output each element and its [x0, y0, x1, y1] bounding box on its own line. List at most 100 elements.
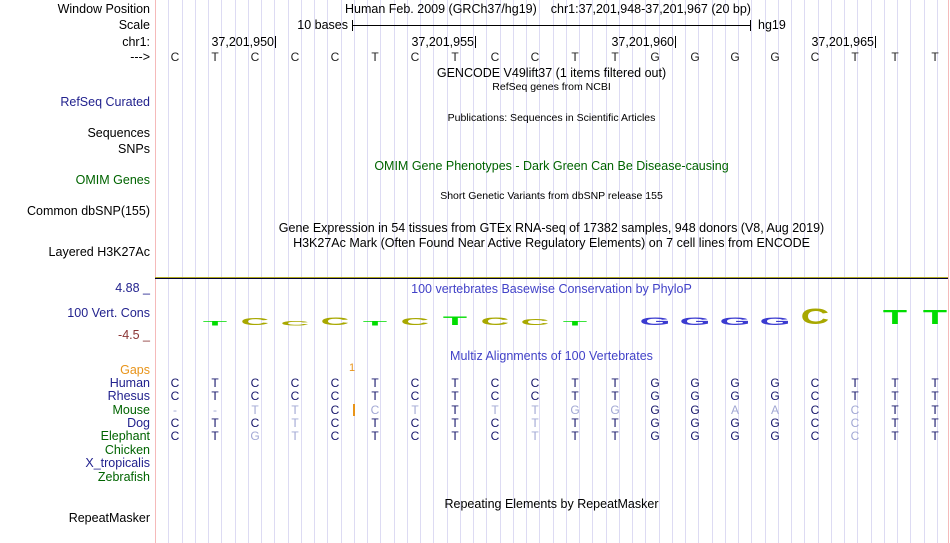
- guideline: [592, 0, 594, 543]
- alignment-base: T: [571, 429, 579, 443]
- alignment-base: C: [810, 416, 820, 430]
- guideline: [406, 0, 408, 543]
- track-title-repeatmasker[interactable]: Repeating Elements by RepeatMasker: [444, 497, 659, 511]
- alignment-row-label-elephant[interactable]: Elephant: [100, 429, 150, 443]
- alignment-base: T: [851, 376, 859, 390]
- alignment-base: T: [891, 389, 899, 403]
- guideline: [923, 0, 925, 543]
- phylop-logo-letter: T: [202, 319, 228, 327]
- reference-base: G: [690, 50, 700, 64]
- reference-base: T: [211, 50, 219, 64]
- track-label-100-vert-cons[interactable]: 100 Vert. Cons: [67, 306, 150, 320]
- alignment-row-label-chicken[interactable]: Chicken: [104, 443, 150, 457]
- guideline: [261, 0, 262, 543]
- alignment-base: -: [213, 403, 217, 417]
- guideline: [738, 0, 739, 543]
- alignment-row-label-mouse[interactable]: Mouse: [112, 403, 150, 417]
- phylop-logo-letter: G: [679, 315, 711, 328]
- guideline: [897, 0, 898, 543]
- alignment-base: T: [371, 429, 379, 443]
- alignment-row-label-dog[interactable]: Dog: [127, 416, 150, 430]
- alignment-base: T: [891, 376, 899, 390]
- alignment-base: T: [451, 376, 459, 390]
- guideline: [883, 0, 885, 543]
- guideline: [910, 0, 912, 543]
- alignment-base: T: [931, 416, 939, 430]
- guideline: [857, 0, 859, 543]
- alignment-base: G: [770, 376, 780, 390]
- track-label-layered-h3k27ac[interactable]: Layered H3K27Ac: [48, 245, 150, 259]
- guideline: [671, 0, 673, 543]
- track-label-repeatmasker[interactable]: RepeatMasker: [68, 511, 150, 525]
- track-label-sequences[interactable]: Sequences: [87, 126, 150, 140]
- track-left-border: [155, 0, 156, 543]
- guideline: [579, 0, 580, 543]
- reference-base: C: [290, 50, 300, 64]
- alignment-base: C: [330, 389, 340, 403]
- reference-base: C: [530, 50, 540, 64]
- track-title-dbsnp[interactable]: Short Genetic Variants from dbSNP releas…: [440, 190, 663, 202]
- gap-insert-count: 1: [349, 362, 356, 374]
- guideline: [247, 0, 249, 543]
- reference-base: G: [770, 50, 780, 64]
- guideline: [446, 0, 448, 543]
- alignment-base: T: [211, 429, 219, 443]
- alignment-base: T: [931, 403, 939, 417]
- reference-base: T: [571, 50, 579, 64]
- guideline: [367, 0, 368, 543]
- track-title-multiz[interactable]: Multiz Alignments of 100 Vertebrates: [450, 349, 653, 363]
- track-title-gencode[interactable]: GENCODE V49lift37 (1 items filtered out): [436, 66, 667, 80]
- guideline: [565, 0, 567, 543]
- reference-base: G: [650, 50, 660, 64]
- alignment-base: T: [251, 403, 259, 417]
- track-label-omim-genes[interactable]: OMIM Genes: [75, 173, 150, 187]
- alignment-row-label-rhesus[interactable]: Rhesus: [107, 389, 150, 403]
- alignment-base: G: [690, 403, 700, 417]
- track-right-border: [948, 0, 949, 543]
- track-title-h3k27ac[interactable]: H3K27Ac Mark (Often Found Near Active Re…: [293, 236, 810, 250]
- guideline: [539, 0, 541, 543]
- guideline: [724, 0, 726, 543]
- alignment-base: -: [173, 403, 177, 417]
- alignment-base: C: [850, 429, 860, 443]
- guideline: [844, 0, 845, 543]
- track-label-refseq-curated[interactable]: RefSeq Curated: [60, 95, 150, 109]
- track-title-refseq[interactable]: RefSeq genes from NCBI: [492, 81, 611, 93]
- scale-bar-label: 10 bases: [297, 18, 348, 32]
- guideline: [168, 0, 170, 543]
- alignment-base: G: [770, 416, 780, 430]
- alignment-base: G: [610, 403, 620, 417]
- window-position-label: Window Position: [57, 2, 150, 16]
- alignment-base: T: [211, 416, 219, 430]
- track-title-omim[interactable]: OMIM Gene Phenotypes - Dark Green Can Be…: [374, 159, 729, 173]
- alignment-base: T: [931, 376, 939, 390]
- alignment-row-label-x-tropicalis[interactable]: X_tropicalis: [85, 456, 150, 470]
- alignment-base: G: [690, 389, 700, 403]
- track-title-phylop[interactable]: 100 vertebrates Basewise Conservation by…: [411, 282, 692, 296]
- alignment-base: T: [371, 416, 379, 430]
- guideline: [274, 0, 276, 543]
- track-title-gtex[interactable]: Gene Expression in 54 tissues from GTEx …: [278, 221, 825, 235]
- alignment-base: G: [570, 403, 580, 417]
- alignment-base: G: [650, 429, 660, 443]
- alignment-base: C: [490, 376, 500, 390]
- track-title-publications[interactable]: Publications: Sequences in Scientific Ar…: [447, 112, 656, 124]
- guideline: [194, 0, 196, 543]
- guideline: [526, 0, 527, 543]
- phylop-logo-letter: G: [759, 315, 791, 328]
- alignment-row-label-gaps[interactable]: Gaps: [120, 363, 150, 377]
- scale-bar-left-tick: [352, 20, 353, 31]
- track-label-snps[interactable]: SNPs: [118, 142, 150, 156]
- alignment-base: T: [411, 403, 419, 417]
- track-label-common-dbsnp[interactable]: Common dbSNP(155): [27, 204, 150, 218]
- guideline: [327, 0, 329, 543]
- gap-insert-bar: [353, 404, 355, 416]
- phylop-logo-letter: C: [800, 304, 830, 329]
- guideline: [181, 0, 183, 543]
- alignment-base: C: [250, 389, 260, 403]
- alignment-base: C: [530, 389, 540, 403]
- alignment-row-label-human[interactable]: Human: [109, 376, 150, 390]
- alignment-row-label-zebrafish[interactable]: Zebrafish: [97, 470, 150, 484]
- reference-base: T: [371, 50, 379, 64]
